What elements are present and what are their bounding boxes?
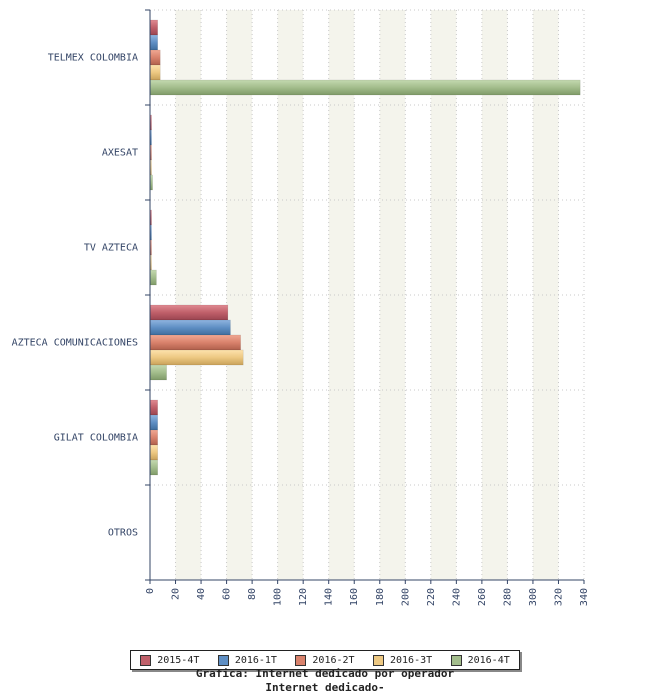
x-tick-label: 300 [528,588,539,606]
grid-band [328,10,355,580]
bar-2016-4T [149,364,167,381]
category-label: AXESAT [102,148,138,159]
chart-subtitle: Internet dedicado- [265,681,385,694]
x-tick-label: 80 [247,588,258,600]
legend-swatch [217,654,229,666]
category-label: TELMEX COLOMBIA [48,53,138,64]
grid-lines [149,9,585,581]
tick-labels: 0 20 40 60 80 100 120 140 160 180 200 220 240 260 280 3… [145,588,590,606]
x-tick-label: 320 [553,588,564,606]
bar-2016-1T [149,34,158,51]
legend: 2015-4T 2016-1T 2016-2T 2016-3T 2016-4T [130,650,520,670]
grid-bands [175,10,559,580]
x-tick-label: 0 [145,588,156,594]
legend-swatch [140,654,152,666]
legend-item: 2016-1T [217,654,277,666]
axes [145,9,585,584]
legend-swatch [450,654,462,666]
grid-band [379,10,406,580]
x-tick-label: 240 [451,588,462,606]
legend-label: 2016-4T [467,654,510,666]
x-tick-label: 20 [171,588,182,600]
bar-2015-4T [149,304,229,321]
bar-2016-3T [149,444,158,461]
legend-label: 2016-1T [234,654,277,666]
x-tick-label: 100 [273,588,284,606]
x-tick-label: 200 [400,588,411,606]
bar-2016-4T [149,459,158,476]
legend-swatch [373,654,384,666]
category-labels: TELMEX COLOMBIA AXESAT TV AZTECA AZTECA COM… [12,53,138,539]
x-tick-label: 260 [477,588,488,606]
bar-2015-4T [149,399,158,416]
x-tick-label: 60 [222,588,233,600]
grid-band [175,10,202,580]
category-label: GILAT COLOMBIA [54,433,138,444]
chart-title: Grafica: Internet dedicado por operador [195,667,455,680]
legend-item: 2016-4T [450,654,510,666]
legend-label: 2016-2T [312,654,355,666]
bar-2016-3T [149,349,244,366]
bar-2016-2T [149,334,241,351]
x-tick-label: 340 [579,588,590,606]
bar-2016-2T [149,49,161,66]
x-tick-label: 120 [298,588,309,606]
legend-label: 2016-3T [390,654,433,666]
legend-item: 2015-4T [140,654,200,666]
x-tick-label: 40 [196,588,207,600]
x-tick-label: 220 [426,588,437,606]
legend-label: 2015-4T [157,654,200,666]
bar-2016-1T [149,414,158,431]
bar-2016-3T [149,64,161,81]
bar-2016-2T [149,429,158,446]
grid-band [430,10,457,580]
bar-2016-1T [149,319,231,336]
bar-2016-4T [149,269,157,286]
category-label: OTROS [108,528,138,539]
category-label: AZTECA COMUNICACIONES [12,338,138,349]
bars [149,19,581,476]
bar-2016-4T [149,79,581,96]
legend-item: 2016-2T [295,654,355,666]
x-tick-label: 280 [502,588,513,606]
x-tick-label: 180 [375,588,386,606]
bar-2015-4T [149,19,158,36]
x-tick-label: 160 [349,588,360,606]
legend-item: 2016-3T [373,654,433,666]
x-tick-label: 140 [324,588,335,606]
category-label: TV AZTECA [84,243,138,254]
legend-swatch [295,654,307,666]
